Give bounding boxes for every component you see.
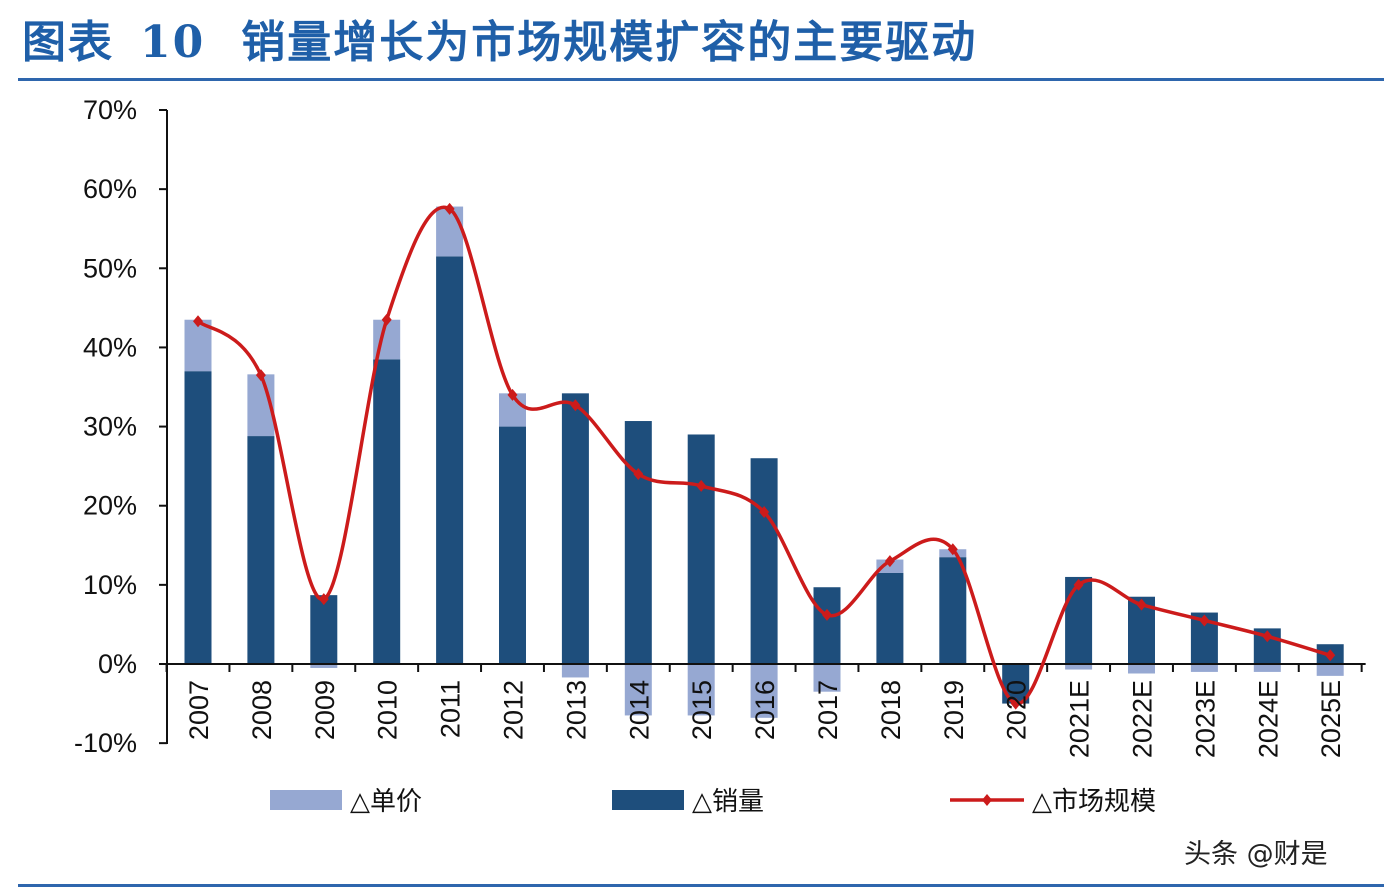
legend-market-marker <box>982 794 992 806</box>
bottom-rule <box>18 884 1384 887</box>
x-tick-label: 2025E <box>1316 680 1346 758</box>
y-tick-label: 70% <box>83 95 137 125</box>
market-size-point <box>1325 649 1336 662</box>
legend-market-label: △市场规模 <box>1032 787 1156 817</box>
volume-bar <box>310 595 338 664</box>
unit-price-bar <box>1316 664 1344 676</box>
x-tick-label: 2016 <box>750 680 780 740</box>
x-tick-label: 2007 <box>184 680 214 740</box>
volume-bar <box>939 557 967 664</box>
unit-price-bar <box>1190 664 1218 672</box>
y-tick-label: 20% <box>83 491 137 521</box>
unit-price-bar <box>813 664 841 692</box>
title-number: 10 <box>140 17 206 68</box>
x-tick-label: 2019 <box>939 680 969 740</box>
x-tick-label: 2012 <box>499 680 529 740</box>
volume-bar <box>184 371 212 664</box>
x-tick-label: 2008 <box>247 680 277 740</box>
volume-bar <box>247 436 275 664</box>
market-size-point <box>381 313 392 326</box>
unit-price-bar <box>1065 664 1093 670</box>
legend-unit-price-label: △单价 <box>350 787 422 817</box>
legend-unit-price-swatch <box>270 790 342 810</box>
x-tick-label: 2015 <box>687 680 717 740</box>
unit-price-bar <box>561 664 589 678</box>
market-size-point <box>822 608 832 621</box>
volume-bar <box>813 587 841 664</box>
market-size-point <box>193 315 203 328</box>
x-tick-label: 2023E <box>1190 680 1220 758</box>
y-tick-label: -10% <box>74 728 137 758</box>
market-size-point <box>884 555 895 568</box>
x-tick-label: 2021E <box>1065 680 1095 758</box>
market-size-point <box>947 543 958 556</box>
unit-price-bar <box>750 664 778 718</box>
market-size-point <box>759 506 770 519</box>
x-tick-label: 2010 <box>373 680 403 740</box>
volume-bar <box>373 359 401 664</box>
volume-bar <box>624 421 652 664</box>
unit-price-bar <box>184 319 212 372</box>
title-text: 销量增长为市场规模扩容的主要驱动 <box>241 17 978 68</box>
y-tick-label: 30% <box>83 412 137 442</box>
x-tick-label: 2022E <box>1128 680 1158 758</box>
market-size-point <box>633 468 644 481</box>
unit-price-bar <box>624 664 652 716</box>
market-size-line <box>196 205 1331 706</box>
market-size-point <box>507 388 518 401</box>
y-tick-label: 50% <box>83 253 137 283</box>
x-tick-label: 2013 <box>561 680 591 740</box>
market-size-point <box>1199 614 1210 627</box>
market-size-point <box>1262 630 1273 643</box>
market-size-point <box>255 369 266 382</box>
unit-price-bar <box>1128 664 1155 674</box>
title-bar: 图表 10 销量增长为市场规模扩容的主要驱动 <box>0 0 1394 80</box>
volume-bar <box>561 393 589 664</box>
x-tick-label: 2014 <box>624 680 654 740</box>
top-rule <box>18 78 1384 81</box>
market-size-point <box>696 479 707 492</box>
volume-bar <box>1065 576 1093 664</box>
volume-bar <box>436 256 464 664</box>
volume-bar <box>750 458 778 664</box>
volume-bar <box>687 434 715 664</box>
x-tick-label: 2011 <box>436 680 466 738</box>
volume-bar <box>876 572 904 664</box>
market-size-point <box>1073 578 1084 591</box>
market-size-point <box>1010 697 1021 710</box>
chart-title: 图表 10 销量增长为市场规模扩容的主要驱动 <box>22 6 977 70</box>
title-label: 图表 <box>22 17 114 68</box>
x-tick-label: 2017 <box>813 680 843 740</box>
market-size-point <box>1136 598 1147 611</box>
y-tick-label: 0% <box>98 649 137 679</box>
y-tick-label: 40% <box>83 332 137 362</box>
y-tick-label: 60% <box>83 174 137 204</box>
volume-bar <box>499 426 526 664</box>
x-tick-label: 2009 <box>310 680 340 740</box>
y-tick-label: 10% <box>83 570 137 600</box>
market-size-point <box>570 399 581 412</box>
unit-price-bar <box>687 664 715 716</box>
x-tick-label: 2024E <box>1253 680 1283 758</box>
x-tick-label: 2018 <box>876 680 906 740</box>
legend-volume-swatch <box>612 790 684 810</box>
unit-price-bar <box>1253 664 1281 672</box>
x-tick-label: 2020 <box>1002 680 1032 740</box>
market-size-point <box>318 593 329 606</box>
market-size-point <box>444 202 455 215</box>
watermark: 头条 @财是 <box>1184 839 1328 870</box>
legend-volume-label: △销量 <box>692 787 764 817</box>
unit-price-bar <box>310 664 338 668</box>
